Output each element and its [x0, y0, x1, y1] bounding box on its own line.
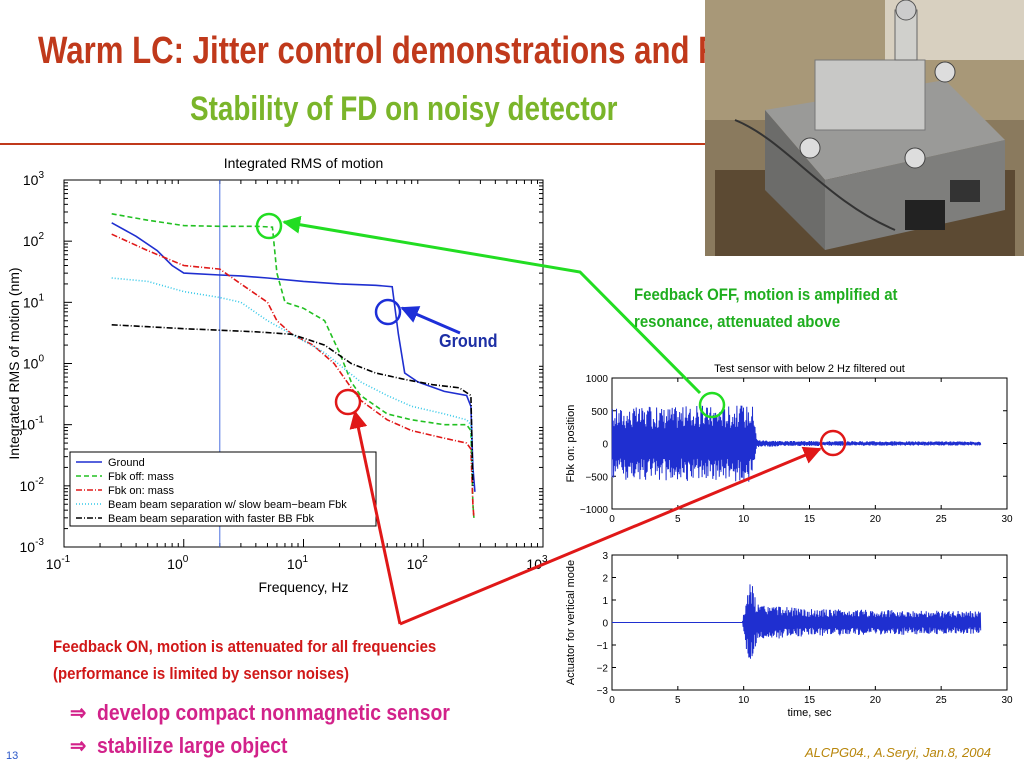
x-tick-label: 100 — [167, 554, 189, 572]
legend-label: Ground — [108, 457, 145, 469]
y-tick-label: 1000 — [586, 374, 609, 385]
x-tick-label: 20 — [870, 695, 882, 706]
bullet-text: develop compact nonmagnetic sensor — [96, 700, 450, 725]
x-tick-label: 20 — [870, 514, 882, 525]
legend-label: Fbk on: mass — [108, 485, 175, 497]
y-tick-label: 102 — [23, 231, 45, 249]
y-tick-label: 2 — [602, 574, 608, 585]
x-axis-label: time, sec — [787, 707, 832, 719]
x-tick-label: 10 — [738, 695, 750, 706]
legend-label: Fbk off: mass — [108, 471, 174, 483]
x-tick-label: 101 — [287, 554, 309, 572]
series-line — [111, 277, 474, 486]
feedback-on-line-2: (performance is limited by sensor noises… — [53, 664, 349, 683]
feedback-off-line-2: resonance, attenuated above — [634, 312, 841, 331]
x-tick-label: 5 — [675, 514, 681, 525]
y-tick-label: 103 — [23, 170, 45, 188]
x-tick-label: 30 — [1001, 695, 1013, 706]
x-tick-label: 30 — [1001, 514, 1013, 525]
chart-title: Integrated RMS of motion — [224, 155, 384, 171]
y-tick-label: 0 — [602, 619, 608, 630]
apparatus-photo — [705, 0, 1024, 256]
y-axis-label: Actuator for vertical mode — [565, 560, 577, 685]
x-tick-label: 0 — [609, 514, 615, 525]
slide-title: Warm LC: Jitter control demonstrations a… — [38, 30, 766, 72]
implies-arrow-icon: ⇒ — [70, 733, 87, 758]
y-tick-label: 1 — [602, 596, 608, 607]
x-tick-label: 15 — [804, 695, 816, 706]
legend-box — [69, 451, 377, 527]
x-tick-label: 0 — [609, 695, 615, 706]
y-tick-label: −2 — [597, 664, 609, 675]
x-tick-label: 10-1 — [46, 554, 71, 572]
test-sensor-chart: Test sensor with below 2 Hz filtered out… — [565, 363, 1013, 525]
x-tick-label: 103 — [526, 554, 548, 572]
x-tick-label: 102 — [407, 554, 429, 572]
y-tick-label: 10-3 — [20, 537, 45, 555]
y-tick-label: 3 — [602, 551, 608, 562]
x-tick-label: 25 — [936, 695, 948, 706]
x-tick-label: 5 — [675, 695, 681, 706]
y-axis-label: Integrated RMS of motion (nm) — [6, 267, 22, 459]
y-tick-label: 10-1 — [20, 415, 45, 433]
slide-subtitle: Stability of FD on noisy detector — [190, 90, 618, 128]
legend-label: Beam beam separation with faster BB Fbk — [108, 513, 315, 525]
y-tick-label: 10-2 — [20, 476, 45, 494]
y-tick-label: −1 — [597, 641, 609, 652]
y-tick-label: 100 — [23, 354, 45, 372]
y-tick-label: 500 — [591, 407, 608, 418]
feedback-off-note: Feedback OFF, motion is amplified at res… — [634, 281, 898, 335]
feedback-on-line-1: Feedback ON, motion is attenuated for al… — [53, 637, 437, 656]
y-axis-label: Fbk on: position — [565, 405, 577, 483]
footer-citation: ALCPG04., A.Seryi, Jan.8, 2004 — [805, 745, 991, 760]
legend-label: Beam beam separation w/ slow beam−beam F… — [108, 499, 347, 511]
x-tick-label: 15 — [804, 514, 816, 525]
chart-title: Test sensor with below 2 Hz filtered out — [714, 363, 905, 375]
y-tick-label: −1000 — [580, 505, 609, 516]
integrated-rms-chart: Integrated RMS of motion 10-1 100 101 102 103… — [6, 155, 548, 595]
y-tick-label: −500 — [585, 472, 608, 483]
y-tick-label: 0 — [602, 440, 608, 451]
ground-label: Ground — [439, 331, 498, 351]
y-tick-label: 101 — [23, 292, 45, 310]
feedback-on-note: Feedback ON, motion is attenuated for al… — [53, 633, 436, 687]
title-divider — [0, 143, 1024, 145]
bullet-item: ⇒ develop compact nonmagnetic sensor — [70, 700, 450, 726]
y-tick-label: −3 — [597, 686, 609, 697]
actuator-chart: 0 5 10 15 20 25 30 −3 −2 −1 0 1 2 3 time, sec Actuator … — [565, 551, 1013, 719]
slide-number: 13 — [6, 750, 19, 762]
x-axis-label: Frequency, Hz — [259, 579, 349, 595]
bullet-item: ⇒ stabilize large object — [70, 733, 287, 759]
bullet-text: stabilize large object — [96, 733, 288, 758]
x-tick-label: 25 — [936, 514, 948, 525]
feedback-off-line-1: Feedback OFF, motion is amplified at — [634, 285, 898, 304]
implies-arrow-icon: ⇒ — [70, 700, 87, 725]
x-tick-label: 10 — [738, 514, 750, 525]
